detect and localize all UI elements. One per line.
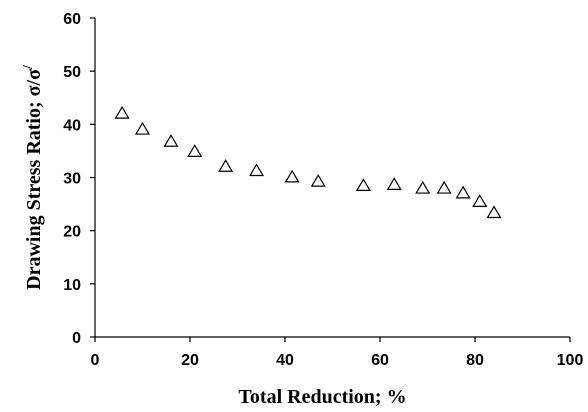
x-tick-label: 100 bbox=[557, 352, 584, 369]
y-tick-label: 0 bbox=[72, 330, 81, 347]
x-tick-label: 60 bbox=[371, 352, 389, 369]
data-points bbox=[116, 107, 501, 217]
data-point bbox=[457, 187, 470, 198]
y-axis-title-main: Drawing Stress Ratio; σ/σ bbox=[23, 69, 45, 290]
data-point bbox=[116, 107, 129, 118]
data-point bbox=[165, 135, 178, 146]
data-point bbox=[312, 175, 325, 186]
y-tick-label: 10 bbox=[63, 277, 81, 294]
y-tick-label: 20 bbox=[63, 224, 81, 241]
data-point bbox=[416, 182, 429, 193]
data-point bbox=[357, 179, 370, 190]
x-tick-label: 40 bbox=[276, 352, 294, 369]
data-point bbox=[438, 182, 451, 193]
y-tick-label: 50 bbox=[63, 64, 81, 81]
x-tick-label: 80 bbox=[466, 352, 484, 369]
data-point bbox=[286, 171, 299, 182]
data-point bbox=[219, 160, 232, 171]
data-point bbox=[250, 165, 263, 176]
y-tick-label: 60 bbox=[63, 11, 81, 28]
y-axis-title: Drawing Stress Ratio; σ/σ/ bbox=[21, 64, 45, 290]
x-tick-label: 0 bbox=[91, 352, 100, 369]
data-point bbox=[473, 195, 486, 206]
y-axis-title-superscript: / bbox=[21, 64, 36, 70]
axes bbox=[95, 18, 570, 337]
data-point bbox=[136, 123, 149, 134]
y-tick-label: 30 bbox=[63, 171, 81, 188]
data-point bbox=[388, 178, 401, 189]
y-tick-label: 40 bbox=[63, 117, 81, 134]
data-point bbox=[488, 207, 501, 218]
ticks: 0 20 40 60 80 100 0 10 20 30 40 50 60 bbox=[63, 11, 583, 369]
x-tick-label: 20 bbox=[181, 352, 199, 369]
x-axis-title: Total Reduction; % bbox=[238, 386, 406, 408]
data-point bbox=[188, 145, 201, 156]
